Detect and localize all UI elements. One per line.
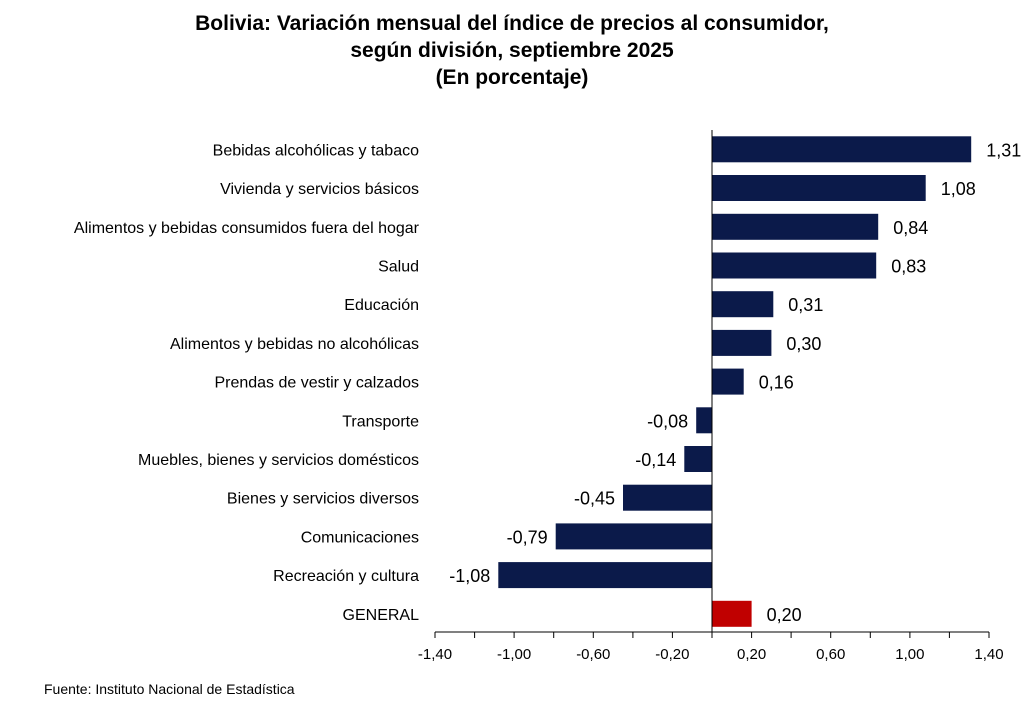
value-label: 0,30 bbox=[786, 334, 821, 354]
x-tick-label: -0,20 bbox=[655, 646, 689, 663]
value-label: 1,31 bbox=[986, 140, 1021, 160]
x-tick-label: -1,40 bbox=[418, 646, 452, 663]
value-label: 0,16 bbox=[759, 373, 794, 393]
value-label: -1,08 bbox=[449, 566, 490, 586]
category-label: Transporte bbox=[342, 413, 419, 430]
value-label: -0,08 bbox=[647, 411, 688, 431]
category-label: Vivienda y servicios básicos bbox=[220, 181, 419, 198]
title-line-1: Bolivia: Variación mensual del índice de… bbox=[195, 12, 829, 35]
x-tick-label: 0,60 bbox=[816, 646, 845, 663]
bar-9 bbox=[623, 484, 712, 511]
bar-12 bbox=[712, 600, 752, 627]
value-label: -0,45 bbox=[574, 489, 615, 509]
value-label: 0,31 bbox=[788, 295, 823, 315]
x-tick-label: -1,00 bbox=[497, 646, 531, 663]
chart-title: Bolivia: Variación mensual del índice de… bbox=[0, 10, 1024, 91]
category-label: Bebidas alcohólicas y tabaco bbox=[213, 142, 419, 159]
bar-chart: Bebidas alcohólicas y tabaco 1,31 Vivienda… bbox=[74, 130, 1021, 663]
value-label: 0,84 bbox=[893, 218, 928, 238]
category-label: Bienes y servicios diversos bbox=[227, 491, 419, 508]
bar-2 bbox=[712, 213, 879, 240]
category-label: Alimentos y bebidas no alcohólicas bbox=[170, 336, 419, 353]
category-label: Salud bbox=[378, 259, 419, 276]
x-tick-label: 0,20 bbox=[737, 646, 766, 663]
source-note: Fuente: Instituto Nacional de Estadístic… bbox=[44, 681, 295, 697]
bar-0 bbox=[712, 136, 972, 163]
category-label: Educación bbox=[344, 297, 419, 314]
title-line-2: según división, septiembre 2025 bbox=[350, 39, 674, 62]
bar-6 bbox=[712, 368, 744, 395]
bar-4 bbox=[712, 291, 774, 318]
value-label: -0,79 bbox=[507, 527, 548, 547]
x-tick-label: 1,00 bbox=[895, 646, 924, 663]
value-label: 0,83 bbox=[891, 257, 926, 277]
category-label: Muebles, bienes y servicios domésticos bbox=[138, 452, 419, 469]
category-label: Alimentos y bebidas consumidos fuera del… bbox=[74, 220, 420, 237]
value-label: 1,08 bbox=[941, 179, 976, 199]
bar-1 bbox=[712, 175, 926, 201]
x-tick-label: -0,60 bbox=[576, 646, 610, 663]
bar-11 bbox=[498, 562, 712, 589]
title-line-3: (En porcentaje) bbox=[435, 66, 589, 89]
x-tick-label: 1,40 bbox=[974, 646, 1003, 663]
category-label: Comunicaciones bbox=[301, 529, 419, 546]
value-label: -0,14 bbox=[635, 450, 676, 470]
bar-7 bbox=[696, 407, 712, 434]
value-label: 0,20 bbox=[767, 605, 802, 625]
category-label: Prendas de vestir y calzados bbox=[214, 375, 419, 392]
bar-8 bbox=[684, 446, 712, 472]
bar-5 bbox=[712, 329, 772, 356]
bar-3 bbox=[712, 252, 877, 279]
category-label: GENERAL bbox=[343, 607, 420, 624]
category-label: Recreación y cultura bbox=[273, 568, 419, 585]
bar-10 bbox=[555, 523, 712, 550]
